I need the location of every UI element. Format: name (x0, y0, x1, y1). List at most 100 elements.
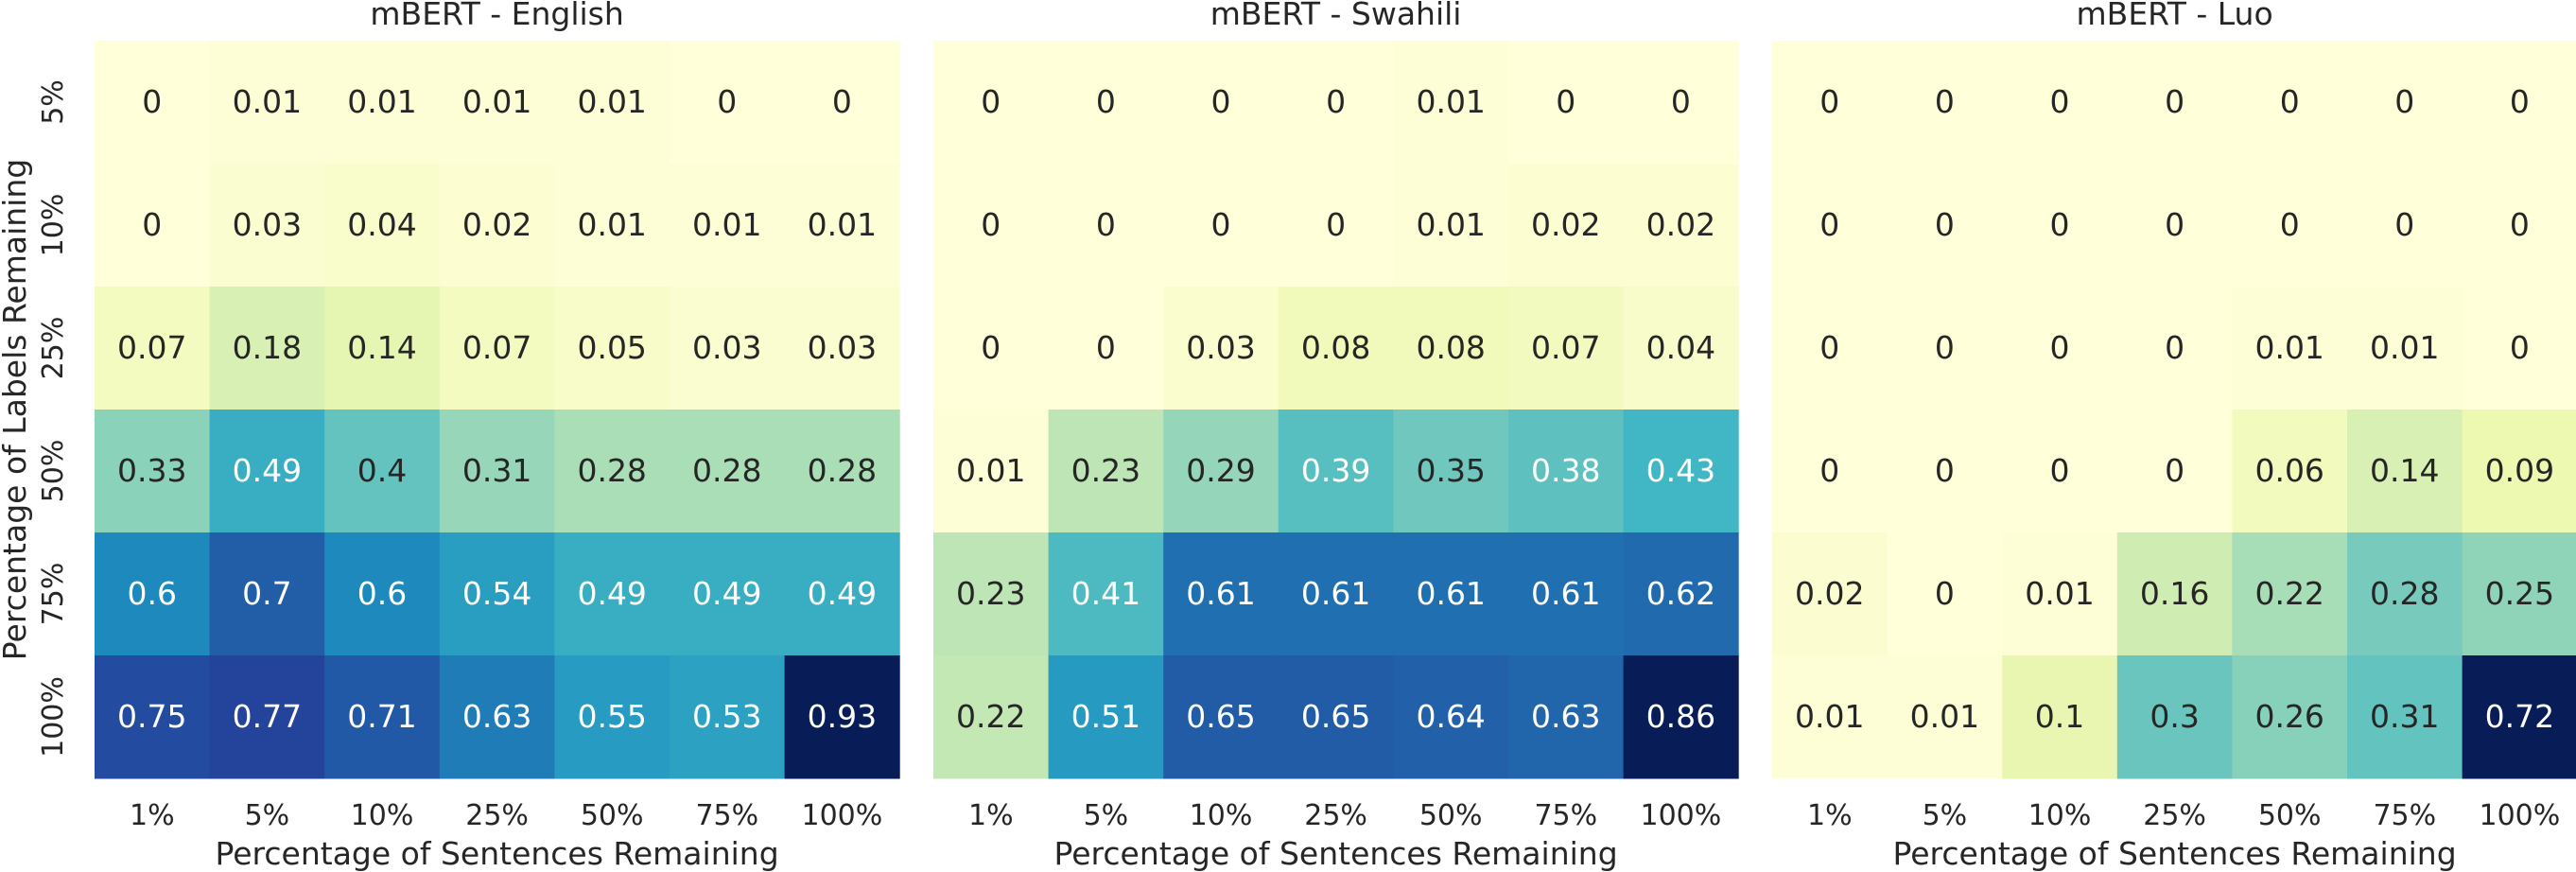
heatmap-cell (1887, 41, 2003, 165)
heatmap-cell (324, 410, 441, 533)
cell-value-label: 0 (2050, 83, 2070, 120)
heatmap-cell (1508, 287, 1625, 410)
heatmap-cell (324, 164, 441, 288)
cell-value-label: 0 (1935, 83, 1955, 120)
heatmap-cell (1048, 41, 1164, 165)
cell-value-label: 0 (981, 83, 1001, 120)
heatmap-cell (1278, 655, 1394, 779)
heatmap-cell (439, 287, 555, 410)
x-tick-label: 25% (2143, 799, 2206, 832)
heatmap-cell (439, 532, 555, 656)
cell-value-label: 0.05 (577, 329, 646, 366)
x-axis-label: Percentage of Sentences Remaining (1054, 835, 1618, 872)
heatmap-cell (1278, 41, 1394, 165)
cell-value-label: 0.08 (1416, 329, 1485, 366)
cell-value-label: 0 (142, 206, 162, 243)
heatmap-cell (2462, 164, 2576, 288)
cell-value-label: 0.09 (2485, 452, 2554, 489)
heatmap-cell (1772, 532, 1888, 656)
y-tick-label: 5% (37, 79, 70, 125)
heatmap-cell (784, 655, 900, 779)
y-tick-label: 100% (37, 676, 70, 758)
cell-value-label: 0.65 (1186, 698, 1255, 735)
panel-title: mBERT - Luo (2077, 0, 2273, 32)
x-axis-label: Percentage of Sentences Remaining (1893, 835, 2457, 872)
cell-value-label: 0.04 (1646, 329, 1715, 366)
x-tick-label: 75% (695, 799, 758, 832)
cell-value-label: 0 (2280, 83, 2300, 120)
cell-value-label: 0.07 (462, 329, 531, 366)
heatmap-panel-1: mBERT - English 0 0.01 0.01 0.01 0.01 0 0 0 0.03 0… (0, 0, 900, 872)
heatmap-cell (1623, 410, 1739, 533)
heatmap-cell (1623, 287, 1739, 410)
heatmap-cell (784, 532, 900, 656)
heatmap-cell (1048, 532, 1164, 656)
cell-value-label: 0.01 (347, 83, 416, 120)
heatmap-cell (554, 410, 670, 533)
cell-value-label: 0 (1935, 452, 1955, 489)
heatmap-cell (2462, 41, 2576, 165)
heatmap-cell (1772, 410, 1888, 533)
heatmap-cell (933, 655, 1050, 779)
cell-value-label: 0.62 (1646, 575, 1715, 612)
heatmap-cell (933, 287, 1050, 410)
cell-value-label: 0.31 (462, 452, 531, 489)
cell-value-label: 0.07 (117, 329, 186, 366)
heatmap-cell (2462, 532, 2576, 656)
cell-value-label: 0 (2165, 206, 2184, 243)
y-tick-label: 25% (37, 317, 70, 380)
cell-value-label: 0.25 (2485, 575, 2554, 612)
cell-value-label: 0.49 (692, 575, 761, 612)
cell-value-label: 0.7 (242, 575, 291, 612)
cell-value-label: 0.04 (347, 206, 416, 243)
cell-value-label: 0.01 (2254, 329, 2324, 366)
heatmap-cell (1163, 164, 1279, 288)
cell-value-label: 0 (832, 83, 852, 120)
cell-value-label: 0 (2165, 83, 2184, 120)
cell-value-label: 0.01 (692, 206, 761, 243)
heatmap-cell (1508, 410, 1625, 533)
cell-value-label: 0.01 (577, 206, 646, 243)
cell-value-label: 0 (1211, 83, 1231, 120)
cell-value-label: 0.01 (1416, 206, 1485, 243)
heatmap-cell (670, 655, 786, 779)
cell-value-label: 0.6 (128, 575, 177, 612)
cell-value-label: 0.14 (347, 329, 416, 366)
cell-value-label: 0 (2165, 329, 2184, 366)
x-tick-label: 5% (245, 799, 290, 832)
heatmap-cell (1623, 532, 1739, 656)
cell-value-label: 0.14 (2370, 452, 2439, 489)
heatmap-cell (95, 532, 211, 656)
cell-value-label: 0.02 (1795, 575, 1864, 612)
heatmap-cell (1163, 41, 1279, 165)
heatmap-cell (554, 287, 670, 410)
cell-value-label: 0.72 (2485, 698, 2554, 735)
heatmap-cell (554, 164, 670, 288)
cell-value-label: 0 (142, 83, 162, 120)
cell-value-label: 0.64 (1416, 698, 1485, 735)
cell-value-label: 0.01 (2370, 329, 2439, 366)
heatmap-cell (2232, 655, 2348, 779)
cell-value-label: 0.26 (2254, 698, 2324, 735)
panel-title: mBERT - Swahili (1210, 0, 1462, 32)
heatmap-cell (933, 164, 1050, 288)
y-axis-label: Percentage of Labels Remaining (0, 159, 33, 660)
x-tick-label: 1% (1807, 799, 1853, 832)
y-tick-label: 50% (37, 440, 70, 503)
heatmap-cell (2347, 410, 2463, 533)
cell-value-label: 0.86 (1646, 698, 1715, 735)
heatmap-cell (1772, 41, 1888, 165)
heatmap-cell (95, 655, 211, 779)
cell-value-label: 0.01 (1416, 83, 1485, 120)
cell-value-label: 0.75 (117, 698, 186, 735)
cell-value-label: 0 (1096, 329, 1116, 366)
cell-value-label: 0.03 (692, 329, 761, 366)
heatmap-cell (209, 532, 325, 656)
cell-value-label: 0.1 (2035, 698, 2084, 735)
heatmap-cell (1623, 41, 1739, 165)
x-tick-label: 10% (1190, 799, 1253, 832)
cell-value-label: 0.4 (357, 452, 407, 489)
x-tick-label: 50% (581, 799, 644, 832)
cell-value-label: 0 (2050, 452, 2070, 489)
heatmap-cell (1393, 287, 1509, 410)
